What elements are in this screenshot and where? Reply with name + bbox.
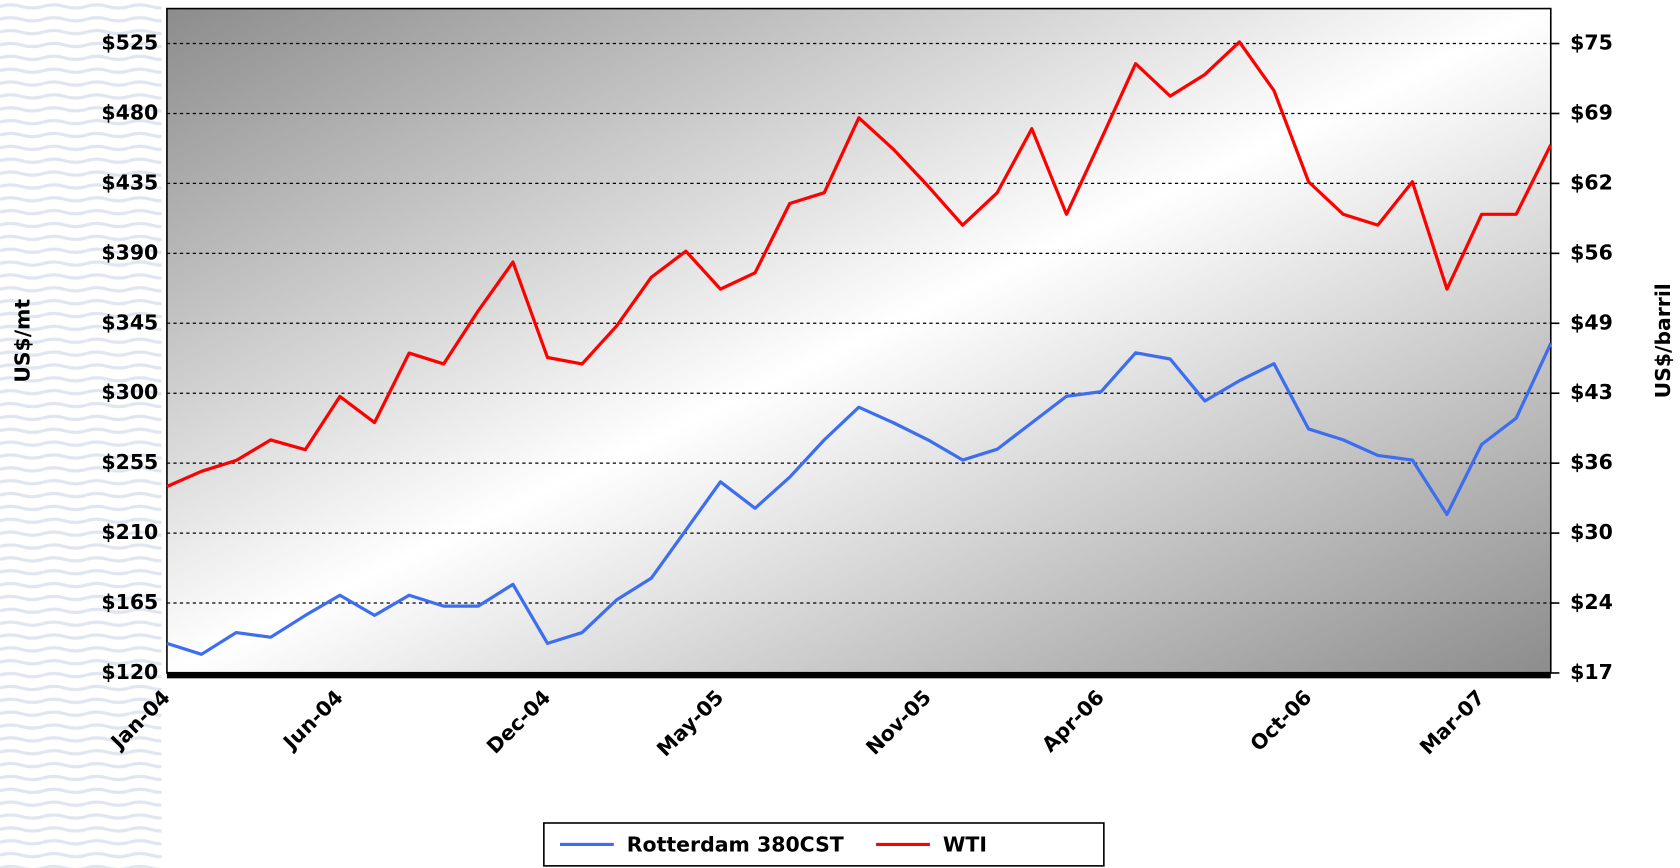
y-tick-label: $120 — [101, 660, 158, 684]
plot-area — [166, 7, 1552, 674]
x-tick-label: Mar-07 — [1415, 685, 1489, 759]
background-pattern — [0, 0, 162, 868]
legend-box — [543, 822, 1105, 867]
x-tick-label: Dec-04 — [482, 685, 556, 758]
y-tick-label: $300 — [101, 380, 158, 404]
series-line — [166, 40, 1553, 488]
y-tick-label: $525 — [101, 31, 158, 55]
y-tick-label: $435 — [101, 170, 158, 194]
y2-tick-label: $17 — [1570, 660, 1613, 684]
y2-tick-label: $75 — [1570, 31, 1613, 55]
series-line — [166, 342, 1553, 656]
x-axis-band — [166, 671, 1551, 679]
y-tick-label: $255 — [101, 450, 158, 474]
y2-tick-label: $56 — [1570, 240, 1613, 264]
x-tick-label: Jun-04 — [277, 685, 348, 755]
legend-label: Rotterdam 380CST — [627, 833, 844, 857]
y2-axis-title: US$/barril — [1651, 283, 1675, 398]
y-tick-label: $210 — [101, 520, 158, 544]
x-tick-label: May-05 — [652, 685, 728, 761]
x-tick-label: Apr-06 — [1037, 685, 1109, 756]
legend-label: WTI — [943, 833, 987, 857]
y2-tick-label: $49 — [1570, 310, 1613, 334]
y-axis-title: US$/mt — [11, 299, 35, 383]
y-tick-label: $390 — [101, 240, 158, 264]
y2-tick-label: $30 — [1570, 520, 1613, 544]
x-tick-label: Nov-05 — [861, 685, 936, 759]
y2-tick-label: $36 — [1570, 450, 1613, 474]
y2-tick-label: $69 — [1570, 101, 1613, 125]
x-tick-label: Oct-06 — [1245, 685, 1316, 756]
y2-tick-label: $43 — [1570, 380, 1613, 404]
y-tick-label: $345 — [101, 310, 158, 334]
y-tick-label: $165 — [101, 590, 158, 614]
y2-tick-label: $62 — [1570, 170, 1613, 194]
y-tick-label: $480 — [101, 101, 158, 125]
y2-tick-label: $24 — [1570, 590, 1613, 614]
